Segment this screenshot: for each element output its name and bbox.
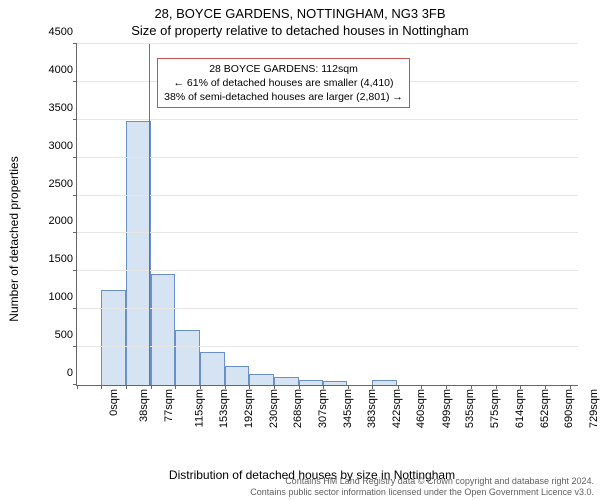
x-tick-mark xyxy=(249,385,250,389)
x-tick-label: 575sqm xyxy=(489,389,501,428)
y-tick-label: 3500 xyxy=(49,102,77,114)
x-tick-mark xyxy=(101,385,102,389)
title-subtitle: Size of property relative to detached ho… xyxy=(0,23,600,38)
grid-line xyxy=(77,346,578,347)
x-tick-mark xyxy=(274,385,275,389)
x-tick-label: 383sqm xyxy=(366,389,378,428)
x-tick-mark xyxy=(570,385,571,389)
y-tick-mark xyxy=(73,308,77,309)
x-tick-mark xyxy=(299,385,300,389)
reference-line xyxy=(149,44,150,385)
x-tick-mark xyxy=(496,385,497,389)
y-tick-label: 4000 xyxy=(49,64,77,76)
title-address: 28, BOYCE GARDENS, NOTTINGHAM, NG3 3FB xyxy=(0,6,600,21)
annotation-box: 28 BOYCE GARDENS: 112sqm← 61% of detache… xyxy=(157,58,410,109)
plot-area: 0500100015002000250030003500400045000sqm… xyxy=(76,44,578,386)
grid-line xyxy=(77,195,578,196)
x-tick-label: 268sqm xyxy=(292,389,304,428)
x-tick-mark xyxy=(446,385,447,389)
grid-line xyxy=(77,157,578,158)
histogram-bar xyxy=(274,377,298,385)
y-tick-mark xyxy=(73,81,77,82)
x-tick-mark xyxy=(372,385,373,389)
x-tick-mark xyxy=(225,385,226,389)
x-tick-mark xyxy=(520,385,521,389)
annotation-line: 28 BOYCE GARDENS: 112sqm xyxy=(164,62,403,76)
x-tick-label: 153sqm xyxy=(218,389,230,428)
footer: Contains HM Land Registry data © Crown c… xyxy=(0,476,594,498)
y-tick-label: 2000 xyxy=(49,215,77,227)
x-tick-label: 652sqm xyxy=(539,389,551,428)
x-tick-mark xyxy=(471,385,472,389)
x-tick-mark xyxy=(545,385,546,389)
y-tick-label: 2500 xyxy=(49,178,77,190)
annotation-line: 38% of semi-detached houses are larger (… xyxy=(164,90,403,104)
y-tick-label: 4500 xyxy=(49,26,77,38)
histogram-bar xyxy=(101,290,125,385)
x-tick-label: 499sqm xyxy=(441,389,453,428)
y-tick-mark xyxy=(73,195,77,196)
histogram-bar xyxy=(299,380,323,385)
x-tick-label: 0sqm xyxy=(108,389,120,416)
x-tick-mark xyxy=(421,385,422,389)
x-tick-label: 460sqm xyxy=(416,389,428,428)
grid-line xyxy=(77,308,578,309)
x-tick-label: 115sqm xyxy=(193,389,205,427)
x-tick-mark xyxy=(200,385,201,389)
x-tick-label: 729sqm xyxy=(588,389,600,428)
x-tick-mark xyxy=(126,385,127,389)
x-tick-mark xyxy=(77,385,78,389)
x-tick-label: 535sqm xyxy=(464,389,476,428)
footer-line-1: Contains HM Land Registry data © Crown c… xyxy=(0,476,594,487)
x-tick-label: 230sqm xyxy=(268,389,280,428)
x-tick-mark xyxy=(348,385,349,389)
x-tick-label: 307sqm xyxy=(317,389,329,428)
title-block: 28, BOYCE GARDENS, NOTTINGHAM, NG3 3FB S… xyxy=(0,0,600,38)
x-tick-mark xyxy=(323,385,324,389)
histogram-bar xyxy=(200,352,224,385)
annotation-line: ← 61% of detached houses are smaller (4,… xyxy=(164,76,403,90)
footer-line-2: Contains public sector information licen… xyxy=(0,487,594,498)
histogram-bar xyxy=(225,366,249,385)
x-tick-label: 38sqm xyxy=(138,389,150,422)
x-tick-label: 192sqm xyxy=(243,389,255,428)
grid-line xyxy=(77,232,578,233)
y-tick-mark xyxy=(73,346,77,347)
x-tick-mark xyxy=(175,385,176,389)
y-tick-label: 1500 xyxy=(49,253,77,265)
histogram-bar xyxy=(372,380,396,385)
x-tick-label: 690sqm xyxy=(563,389,575,428)
x-tick-label: 77sqm xyxy=(163,389,175,422)
histogram-bar xyxy=(323,381,347,385)
chart-outer: Number of detached properties 0500100015… xyxy=(40,44,584,434)
y-tick-label: 500 xyxy=(55,329,77,341)
chart-container: 28, BOYCE GARDENS, NOTTINGHAM, NG3 3FB S… xyxy=(0,0,600,500)
histogram-bar xyxy=(151,274,175,385)
grid-line xyxy=(77,43,578,44)
y-tick-mark xyxy=(73,232,77,233)
histogram-bar xyxy=(175,330,199,385)
x-tick-label: 422sqm xyxy=(391,389,403,428)
x-tick-label: 345sqm xyxy=(342,389,354,428)
y-tick-label: 0 xyxy=(67,367,77,379)
y-tick-mark xyxy=(73,119,77,120)
y-tick-label: 1000 xyxy=(49,291,77,303)
y-axis-label: Number of detached properties xyxy=(7,156,21,321)
y-tick-label: 3000 xyxy=(49,140,77,152)
histogram-bar xyxy=(249,374,273,385)
y-tick-mark xyxy=(73,270,77,271)
grid-line xyxy=(77,270,578,271)
x-tick-mark xyxy=(151,385,152,389)
y-tick-mark xyxy=(73,157,77,158)
y-tick-mark xyxy=(73,43,77,44)
grid-line xyxy=(77,119,578,120)
x-tick-mark xyxy=(398,385,399,389)
x-tick-label: 614sqm xyxy=(515,389,527,428)
